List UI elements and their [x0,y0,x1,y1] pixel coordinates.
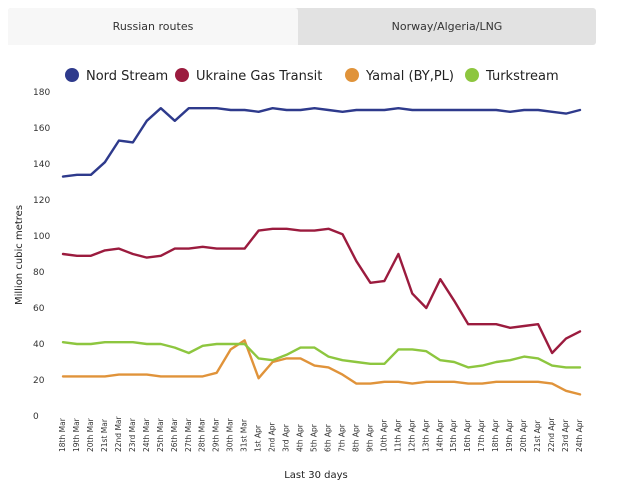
x-tick-label: 27th Mar [184,417,193,452]
x-tick-label: 2nd Apr [268,421,277,452]
legend-label: Nord Stream [86,69,168,84]
x-tick-label: 16th Apr [463,418,472,452]
x-tick-label: 25th Mar [156,417,165,452]
x-axis-title: Last 30 days [284,470,348,481]
x-tick-label: 24th Apr [575,418,584,452]
y-tick-label: 20 [33,376,45,386]
y-tick-label: 180 [33,88,50,98]
x-tick-label: 7th Apr [337,423,346,452]
y-tick-label: 140 [33,160,50,170]
x-tick-label: 14th Apr [435,418,444,452]
x-tick-label: 3rd Apr [282,423,291,452]
legend-label: Yamal (BY,PL) [365,69,454,84]
tab-bar: Russian routes Norway/Algeria/LNG [8,8,596,45]
series-line-2 [61,339,582,396]
x-tick-label: 18th Apr [491,418,500,452]
x-tick-label: 26th Mar [170,417,179,452]
x-tick-label: 15th Apr [449,418,458,452]
series-line-0 [61,106,582,178]
series-line-1 [61,227,582,355]
x-tick-label: 12th Apr [407,418,416,452]
x-tick-label: 22nd Apr [547,417,556,452]
x-tick-label: 8th Apr [351,423,360,452]
x-tick-label: 19th Mar [72,417,81,452]
x-tick-label: 18th Mar [58,417,67,452]
x-tick-label: 21st Apr [533,419,542,452]
x-tick-label: 22nd Mar [114,415,123,452]
legend-marker [65,68,79,82]
legend-marker [465,68,479,82]
x-tick-label: 23rd Apr [561,418,570,452]
x-tick-label: 28th Mar [198,417,207,452]
tab-russian-routes[interactable]: Russian routes [8,8,298,45]
y-tick-label: 60 [33,304,45,314]
tab-norway-algeria-lng[interactable]: Norway/Algeria/LNG [391,20,503,33]
x-tick-label: 11th Apr [393,418,402,452]
y-tick-label: 120 [33,196,50,206]
x-tick-label: 21st Mar [100,418,109,452]
series-lines [61,106,582,396]
y-tick-label: 0 [33,412,39,422]
legend-marker [175,68,189,82]
x-axis: 18th Mar 19th Mar 20th Mar 21st Mar 22nd Mar… [58,415,584,452]
legend-label: Turkstream [485,69,559,84]
x-tick-label: 24th Mar [142,417,151,452]
x-tick-label: 31st Mar [240,418,249,452]
x-tick-label: 20th Apr [519,418,528,452]
series-line-3 [61,341,582,369]
x-tick-label: 6th Apr [323,423,332,452]
legend-label: Ukraine Gas Transit [196,69,322,84]
legend-marker [345,68,359,82]
y-tick-label: 100 [33,232,50,242]
x-tick-label: 13th Apr [421,418,430,452]
chart-legend: Nord Stream Ukraine Gas Transit Yamal (BY,… [65,68,559,84]
y-axis-title: Million cubic metres [14,205,25,305]
x-tick-label: 9th Apr [365,423,374,452]
y-axis: 0 20 40 60 80 100 120 140 160 180 [33,88,50,422]
x-tick-label: 17th Apr [477,418,486,452]
x-tick-label: 20th Mar [86,417,95,452]
y-tick-label: 80 [33,268,45,278]
x-tick-label: 5th Apr [310,423,319,452]
x-tick-label: 30th Mar [226,417,235,452]
x-tick-label: 1st Apr [254,424,263,452]
x-tick-label: 23rd Mar [128,417,137,452]
x-tick-label: 29th Mar [212,417,221,452]
x-tick-label: 10th Apr [379,418,388,452]
y-tick-label: 40 [33,340,45,350]
x-tick-label: 4th Apr [296,423,305,452]
y-tick-label: 160 [33,124,50,134]
x-tick-label: 19th Apr [505,418,514,452]
